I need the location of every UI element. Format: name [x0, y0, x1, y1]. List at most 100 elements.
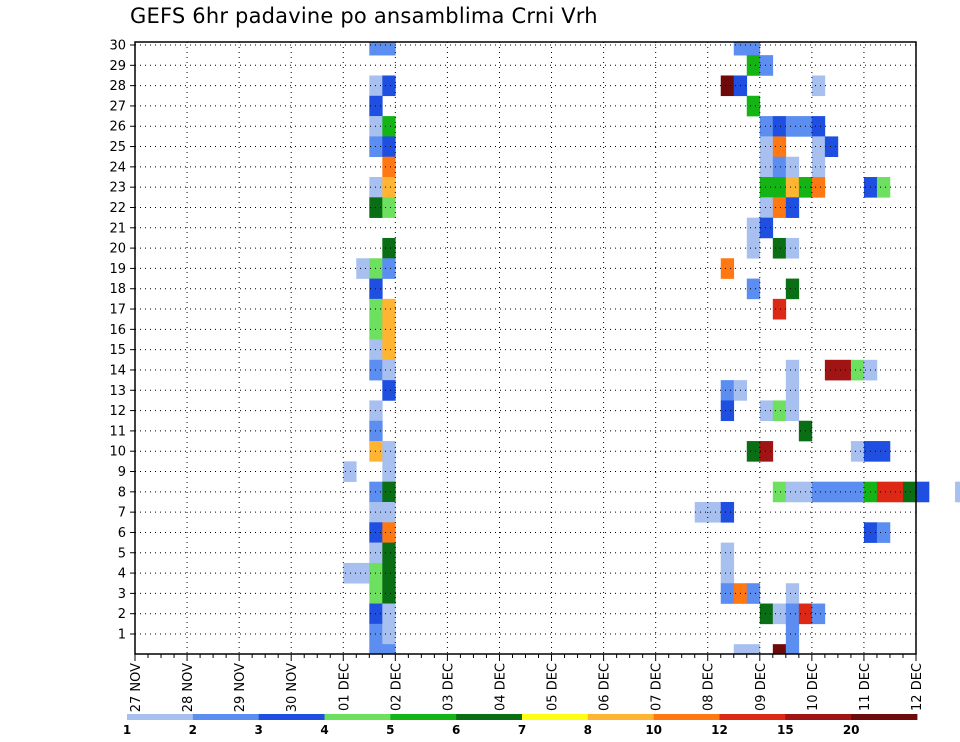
x-tick-label: 11 DEC	[858, 663, 873, 711]
data-cell	[746, 95, 761, 117]
y-tick-label: 18	[109, 282, 126, 297]
data-cell	[759, 116, 774, 137]
data-cell	[916, 481, 930, 503]
data-cell	[356, 258, 370, 279]
legend-label: 3	[254, 723, 262, 737]
data-cell	[785, 623, 800, 645]
data-cell	[772, 136, 787, 158]
data-cell	[759, 217, 774, 239]
data-cell	[382, 339, 396, 361]
y-tick-label: 3	[118, 587, 126, 602]
y-tick-label: 9	[118, 465, 126, 480]
data-cell	[876, 177, 891, 198]
legend-swatch	[390, 714, 457, 720]
data-cell	[720, 258, 735, 279]
data-cell	[785, 481, 800, 503]
y-tick-label: 21	[109, 221, 126, 236]
data-cell	[382, 237, 396, 259]
legend-label: 15	[777, 723, 794, 737]
data-cell	[772, 298, 787, 320]
data-cell	[382, 522, 396, 543]
data-cell	[382, 319, 396, 340]
x-tick-label: 08 DEC	[702, 663, 717, 711]
legend-label: 8	[584, 723, 592, 737]
y-tick-label: 13	[109, 384, 126, 399]
data-cell	[837, 359, 852, 381]
legend-swatch	[851, 714, 918, 720]
y-tick-label: 16	[109, 323, 126, 338]
legend-label: 7	[518, 723, 526, 737]
data-cell	[746, 55, 761, 76]
data-cell	[382, 481, 396, 503]
data-cell	[382, 623, 396, 645]
x-tick-label: 02 DEC	[389, 663, 404, 711]
data-cell	[382, 441, 396, 462]
y-tick-label: 5	[118, 546, 126, 561]
data-cell	[343, 562, 357, 584]
x-tick-label: 09 DEC	[754, 663, 769, 711]
legend-swatch	[719, 714, 786, 720]
data-cell	[837, 481, 852, 503]
y-tick-label: 23	[109, 181, 126, 196]
y-tick-label: 29	[109, 59, 126, 74]
cells-layer	[343, 42, 960, 655]
data-cell	[889, 481, 904, 503]
x-tick-label: 12 DEC	[910, 663, 925, 711]
y-tick-label: 24	[109, 160, 126, 175]
data-cell	[720, 75, 735, 97]
y-tick-label: 26	[109, 120, 126, 135]
data-cell	[369, 42, 383, 56]
legend-swatch	[258, 714, 325, 720]
legend-label: 6	[452, 723, 460, 737]
data-cell	[343, 461, 357, 482]
data-cell	[746, 42, 761, 56]
x-tick-label: 07 DEC	[650, 663, 665, 711]
data-cell	[759, 603, 774, 625]
data-cell	[811, 156, 826, 178]
data-cell	[382, 136, 396, 158]
data-cell	[759, 55, 774, 76]
y-tick-label: 2	[118, 607, 126, 622]
data-cell	[785, 603, 800, 625]
data-cell	[746, 441, 761, 462]
data-cell	[811, 603, 826, 625]
y-tick-label: 20	[109, 242, 126, 257]
legend-swatch	[324, 714, 391, 720]
data-cell	[707, 501, 722, 523]
data-cell	[772, 156, 787, 178]
data-cell	[811, 177, 826, 198]
data-cell	[369, 644, 383, 655]
data-cell	[382, 42, 396, 56]
y-tick-label: 19	[109, 262, 126, 277]
data-cell	[720, 501, 735, 523]
data-cell	[382, 501, 396, 523]
data-cell	[382, 461, 396, 482]
data-cell	[746, 217, 761, 239]
y-axis: 1234567891011121314151617181920212223242…	[109, 39, 135, 643]
y-tick-label: 15	[109, 343, 126, 358]
x-tick-label: 04 DEC	[494, 663, 509, 711]
legend-label: 1	[123, 723, 131, 737]
x-axis: 27 NOV 28 NOV 29 NOV 30 NOV 01 DEC 02 DEC 03 D…	[129, 654, 925, 712]
data-cell	[772, 237, 787, 259]
data-cell	[382, 156, 396, 178]
data-cell	[785, 156, 800, 178]
y-tick-label: 22	[109, 201, 126, 216]
data-cell	[720, 583, 735, 604]
legend-swatch	[653, 714, 720, 720]
data-cell	[772, 603, 787, 625]
chart-title: GEFS 6hr padavine po ansamblima Crni Vrh	[130, 4, 598, 28]
x-tick-label: 28 NOV	[181, 663, 196, 712]
x-tick-label: 30 NOV	[285, 663, 300, 712]
data-cell	[759, 156, 774, 178]
data-cell	[382, 562, 396, 584]
legend-label: 10	[645, 723, 662, 737]
data-cell	[746, 278, 761, 300]
data-cell	[902, 481, 917, 503]
data-cell	[772, 177, 787, 198]
data-cell	[382, 644, 396, 655]
data-cell	[733, 644, 748, 655]
data-cell	[785, 380, 800, 401]
data-cell	[746, 237, 761, 259]
data-cell	[850, 481, 865, 503]
